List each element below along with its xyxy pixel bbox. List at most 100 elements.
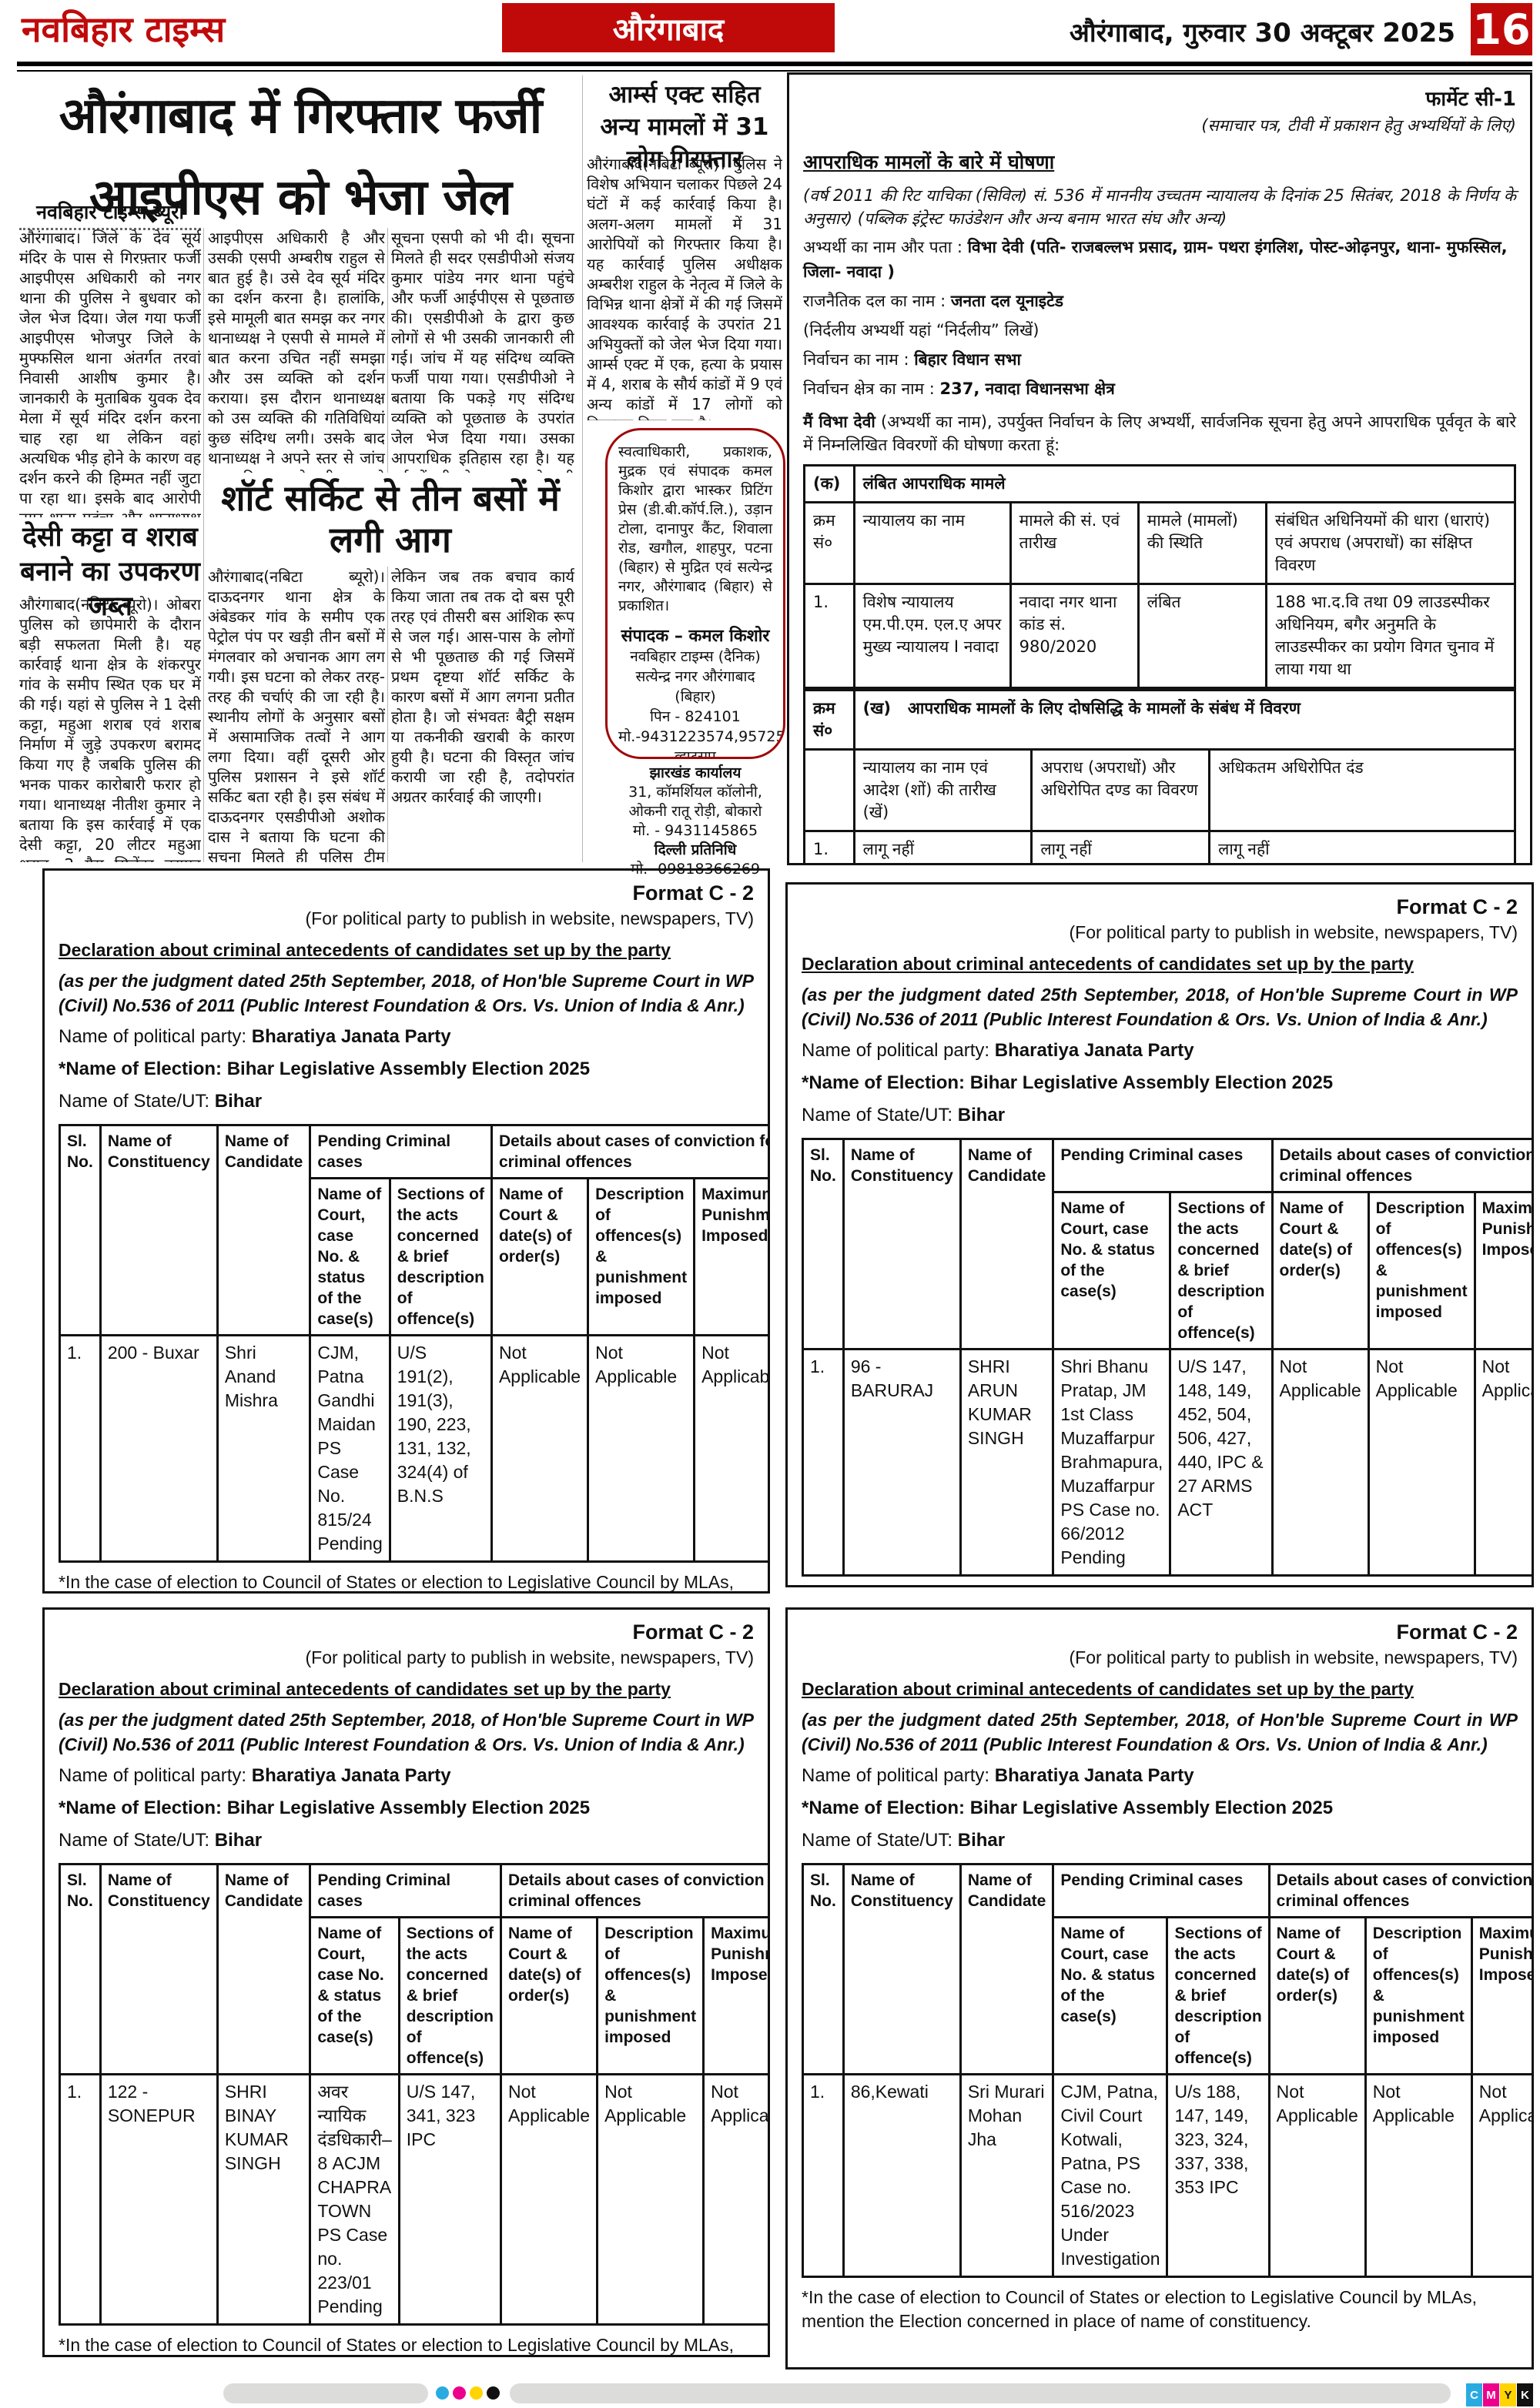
table-row: 1. 86,Kewati Sri Murari Mohan Jha CJM, P… xyxy=(802,2073,1532,2278)
page-number-badge: 16 xyxy=(1471,3,1532,55)
c2-footnote: *In the case of election to Council of S… xyxy=(802,2287,1478,2331)
c1-kha-title: (ख) आपराधिक मामलों के लिए दोषसिद्धि के म… xyxy=(852,689,1517,751)
c2-header-order: Name of Court & date(s) of order(s) xyxy=(1270,1191,1370,1350)
c2-party-value: Bharatiya Janata Party xyxy=(251,1765,451,1786)
c2-row-sections: U/S 147, 148, 149, 452, 504, 506, 427, 4… xyxy=(1169,1348,1274,1577)
byline: नवबिहार टाइम्स ब्यूरो xyxy=(19,199,201,230)
c2-header-conviction: Details about cases of conviction for cr… xyxy=(490,1124,768,1179)
c1-declaration-rest: (अभ्यर्थी का नाम), उपर्युक्त निर्वाचन के… xyxy=(803,413,1516,454)
short-circuit-col1: औरंगाबाद(नबिटा ब्यूरो)। दाऊदनगर थाना क्ष… xyxy=(208,567,385,862)
c2-election-value: Bihar Legislative Assembly Election 2025 xyxy=(226,1059,591,1079)
c1-title: आपराधिक मामलों के बारे में घोषणा xyxy=(803,151,1055,173)
c1-header-serial: क्रम सं० xyxy=(803,501,855,585)
c2-header-pending: Pending Criminal cases xyxy=(1052,1863,1270,1918)
c2-state-value: Bihar xyxy=(957,1105,1006,1125)
c2-header-court: Name of Court, case No. & status of the … xyxy=(309,1177,391,1336)
c2-footnote: *In the case of election to Council of S… xyxy=(59,1572,735,1592)
c2-state-value: Bihar xyxy=(957,1830,1006,1851)
c1-constituency-label: निर्वाचन क्षेत्र का नाम : xyxy=(803,380,935,398)
c2-election-value: Bihar Legislative Assembly Election 2025 xyxy=(969,1798,1334,1818)
c2-row-candidate: SHRI BINAY KUMAR SINGH xyxy=(216,2073,312,2326)
c1-party-line: राजनैतिक दल का नाम : जनता दल यूनाइटेड xyxy=(803,289,1516,313)
magenta-dot-icon xyxy=(453,2386,466,2400)
c2-election-value: Bihar Legislative Assembly Election 2025 xyxy=(969,1072,1334,1093)
c2-footnote: *In the case of election to Council of S… xyxy=(802,1584,1518,1585)
c2-row-sections: U/s 188, 147, 149, 323, 324, 337, 338, 3… xyxy=(1166,2073,1270,2278)
masthead-title: नवबिहार टाइम्स xyxy=(22,8,226,50)
cmyk-k-mark: K xyxy=(1517,2383,1533,2406)
c2-state-label: Name of State/UT: xyxy=(59,1830,210,1851)
c2-election-label: *Name of Election: xyxy=(59,1059,223,1079)
c2-header-pending: Pending Criminal cases xyxy=(309,1863,502,1918)
office-line: मो. - 9431145865 xyxy=(632,822,758,839)
imprint-paragraph: स्वत्वाधिकारी, प्रकाशक, मुद्रक एवं संपाद… xyxy=(618,443,772,614)
c2-row-na-court: Not Applicable xyxy=(1267,2073,1367,2278)
c2-judgment-note: (as per the judgment dated 25th Septembe… xyxy=(59,1710,754,1754)
c1-election-label: निर्वाचन का नाम : xyxy=(803,350,909,369)
imprint-line: सत्येन्द्र नगर औरंगाबाद (बिहार) xyxy=(635,668,755,705)
c1-election-line: निर्वाचन का नाम : बिहार विधान सभा xyxy=(803,347,1516,372)
c1-kha-label: (ख) xyxy=(862,699,891,717)
c2-header-sl: Sl. No. xyxy=(802,1863,845,2075)
c2-header-sl: Sl. No. xyxy=(59,1863,102,2075)
c2-header-desc: Description of offences(s) & punishment … xyxy=(1367,1191,1476,1350)
c2-subtitle: (For political party to publish in websi… xyxy=(1069,922,1518,942)
c1-kha-row-c1: लागू नहीं xyxy=(852,830,1033,863)
c2-header-court: Name of Court, case No. & status of the … xyxy=(1052,1916,1169,2075)
c2-format-label: Format C - 2 xyxy=(632,1620,754,1644)
c2-row-candidate: Shri Anand Mishra xyxy=(216,1334,312,1563)
c1-kha-title-text: आपराधिक मामलों के लिए दोषसिद्धि के मामलो… xyxy=(907,699,1301,717)
c1-kha-serial: क्रम सं० xyxy=(803,689,855,751)
c2-format-label: Format C - 2 xyxy=(632,881,754,905)
print-registration-bar xyxy=(223,2383,428,2403)
imprint-line: पिन - 824101 xyxy=(650,708,741,725)
c2-footnote: *In the case of election to Council of S… xyxy=(59,2335,735,2355)
table-row: 1. लागू नहीं लागू नहीं लागू नहीं xyxy=(803,830,1516,863)
c2-party-line: Name of political party: Bharatiya Janat… xyxy=(59,1024,754,1050)
desi-katta-headline: देसी कट्टा व शराब बनाने का उपकरण जब्त xyxy=(20,522,200,622)
c2-party-value: Bharatiya Janata Party xyxy=(994,1040,1194,1061)
format-c2-box-3: Format C - 2 (For political party to pub… xyxy=(42,1607,770,2357)
c2-row-na-max: Not Applicable xyxy=(702,2073,768,2326)
c1-party-label: राजनैतिक दल का नाम : xyxy=(803,292,946,310)
c2-row-na-desc: Not Applicable xyxy=(596,2073,705,2326)
c1-for-note: (समाचार पत्र, टीवी में प्रकाशन हेतु अभ्य… xyxy=(1201,116,1516,135)
c2-header-sl: Sl. No. xyxy=(59,1124,102,1336)
c2-subtitle: (For political party to publish in websi… xyxy=(1069,1647,1518,1667)
c1-kha-row-c3: लागू नहीं xyxy=(1208,830,1516,863)
c2-header-desc: Description of offences(s) & punishment … xyxy=(587,1177,696,1336)
c2-candidates-table: Sl. No. Name of Constituency Name of Can… xyxy=(59,1863,768,2326)
c2-header-order: Name of Court & date(s) of order(s) xyxy=(1267,1916,1367,2075)
c2-party-label: Name of political party: xyxy=(802,1040,990,1061)
c2-party-line: Name of political party: Bharatiya Janat… xyxy=(802,1763,1518,1789)
format-c2-box-2: Format C - 2 (For political party to pub… xyxy=(785,882,1534,1587)
c1-header-status: मामले (मामलों) की स्थिति xyxy=(1137,501,1267,585)
c2-header-sections: Sections of the acts concerned & brief d… xyxy=(388,1177,493,1336)
c1-row-sections: 188 भा.द.वि तथा 09 लाउडस्पीकर अधिनियम, ब… xyxy=(1264,583,1517,689)
column-rule xyxy=(387,567,388,862)
c2-row-na-desc: Not Applicable xyxy=(587,1334,696,1563)
c2-row-candidate: SHRI ARUN KUMAR SINGH xyxy=(959,1348,1055,1577)
c1-kha-header-empty xyxy=(803,748,855,832)
c2-header-max: Maximum Punishment Imposed. xyxy=(693,1177,768,1336)
c1-party-value: जनता दल यूनाइटेड xyxy=(950,292,1063,310)
c2-state-value: Bihar xyxy=(214,1091,263,1112)
c2-election-line: *Name of Election: Bihar Legislative Ass… xyxy=(59,1056,754,1082)
c1-kha-row-c2: लागू नहीं xyxy=(1030,830,1211,863)
publisher-imprint-box: स्वत्वाधिकारी, प्रकाशक, मुद्रक एवं संपाद… xyxy=(605,428,785,759)
editor-line: संपादक – कमल किशोर xyxy=(621,627,770,646)
c2-header-pending: Pending Criminal cases xyxy=(309,1124,493,1179)
print-registration-bar xyxy=(510,2383,1451,2403)
column-rule xyxy=(387,228,388,473)
c2-row-constituency: 96 - BARURAJ xyxy=(842,1348,962,1577)
c2-candidates-table: Sl. No. Name of Constituency Name of Can… xyxy=(59,1124,768,1563)
c2-header-conviction: Details about cases of conviction for cr… xyxy=(1270,1138,1532,1193)
table-row: 1. 96 - BARURAJ SHRI ARUN KUMAR SINGH Sh… xyxy=(802,1348,1532,1577)
table-row: 1. 200 - Buxar Shri Anand Mishra CJM, Pa… xyxy=(59,1334,768,1563)
c1-row-case: नवादा नगर थाना कांड सं. 980/2020 xyxy=(1009,583,1140,689)
c1-header-court: न्यायालय का नाम xyxy=(852,501,1012,585)
c2-candidates-table: Sl. No. Name of Constituency Name of Can… xyxy=(802,1138,1532,1577)
c2-row-court-case: Shri Bhanu Pratap, JM 1st Class Muzaffar… xyxy=(1052,1348,1172,1577)
c2-title: Declaration about criminal antecedents o… xyxy=(802,1679,1414,1699)
